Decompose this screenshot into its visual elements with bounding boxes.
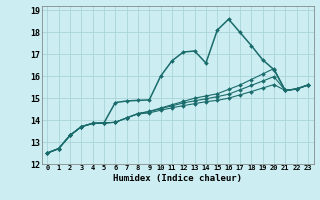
X-axis label: Humidex (Indice chaleur): Humidex (Indice chaleur) — [113, 174, 242, 183]
